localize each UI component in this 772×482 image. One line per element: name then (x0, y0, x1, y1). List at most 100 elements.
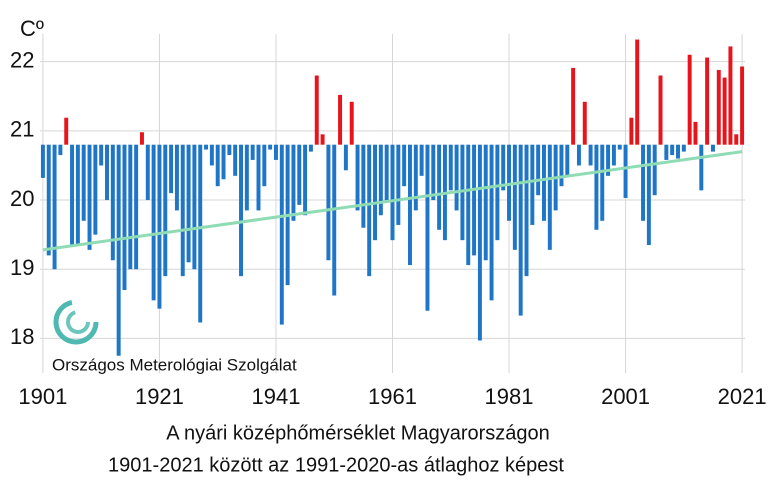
bar (576, 144, 581, 166)
bar (93, 144, 98, 235)
bar (303, 144, 308, 216)
bar (437, 144, 442, 230)
bar (565, 144, 570, 176)
y-tick-label: 18 (10, 324, 34, 349)
bar (623, 144, 628, 198)
bar (215, 144, 220, 187)
bar (477, 144, 482, 341)
y-tick-label: 21 (10, 117, 34, 142)
bar (448, 144, 453, 191)
bar (239, 144, 243, 277)
bar (571, 67, 576, 145)
bar (483, 144, 488, 261)
bar (87, 144, 92, 250)
x-tick-label: 1941 (251, 384, 300, 409)
bar (518, 144, 523, 316)
bar (367, 144, 372, 277)
bar (338, 94, 343, 145)
bar (308, 144, 313, 152)
bar (291, 144, 296, 221)
bar (227, 144, 232, 156)
bar (192, 144, 197, 270)
bar (588, 144, 593, 166)
bar (116, 144, 121, 356)
bar (128, 144, 133, 270)
bar (728, 46, 733, 145)
bar (151, 144, 156, 301)
bar (174, 144, 179, 211)
bar (378, 144, 383, 216)
bar (681, 144, 686, 152)
bar (361, 144, 366, 228)
bar (664, 144, 669, 160)
bar (157, 144, 162, 309)
logo-ring (53, 299, 99, 345)
bar (390, 144, 395, 241)
bar (611, 144, 616, 166)
bar (658, 75, 663, 145)
bar (472, 144, 477, 256)
bar (629, 117, 634, 145)
bar (402, 144, 407, 187)
bar (46, 144, 51, 256)
bar (81, 144, 86, 221)
bar (617, 144, 622, 150)
bar (349, 101, 354, 145)
bar (75, 144, 80, 246)
bar (297, 144, 302, 205)
x-tick-label: 1921 (135, 384, 184, 409)
bar (676, 144, 680, 159)
bar (163, 144, 168, 277)
bar (542, 144, 546, 221)
bar (180, 144, 185, 277)
bar (256, 144, 261, 211)
logo (53, 299, 99, 345)
bar (454, 144, 459, 211)
chart-title: A nyári középhőmérséklet Magyarországon (166, 422, 550, 444)
bar (99, 144, 104, 166)
bar (582, 101, 587, 145)
bar (355, 144, 360, 211)
bar (221, 144, 226, 180)
bar (635, 39, 640, 145)
y-axis-label: Cº (20, 16, 44, 41)
bar (716, 69, 721, 145)
bar (687, 54, 692, 145)
bar (547, 144, 552, 250)
bar (740, 66, 745, 145)
bar (466, 144, 471, 266)
bar (501, 144, 506, 191)
bar (70, 144, 75, 246)
bar (145, 144, 150, 201)
bar (373, 144, 378, 241)
bar (52, 144, 57, 270)
bar (413, 144, 418, 211)
bar (512, 144, 517, 250)
bar (419, 144, 424, 176)
bar (431, 144, 436, 201)
x-tick-label: 2021 (718, 384, 767, 409)
bar (122, 144, 127, 290)
bar (279, 144, 284, 325)
bar (710, 144, 715, 152)
bar (722, 77, 727, 145)
bar (273, 144, 278, 160)
bar (262, 144, 267, 187)
trend-line (42, 150, 743, 252)
bar (530, 144, 535, 225)
logo-ring (66, 310, 90, 334)
x-tick-label: 1961 (368, 384, 417, 409)
bar (209, 144, 214, 166)
bar (646, 144, 651, 246)
bar (343, 144, 348, 171)
y-tick-label: 20 (10, 186, 34, 211)
bar (233, 144, 238, 176)
bar (407, 144, 412, 266)
bar (40, 144, 45, 178)
bar (244, 144, 249, 211)
bar (105, 144, 109, 201)
bar (314, 75, 319, 145)
bar (110, 144, 115, 261)
bar (384, 144, 389, 201)
